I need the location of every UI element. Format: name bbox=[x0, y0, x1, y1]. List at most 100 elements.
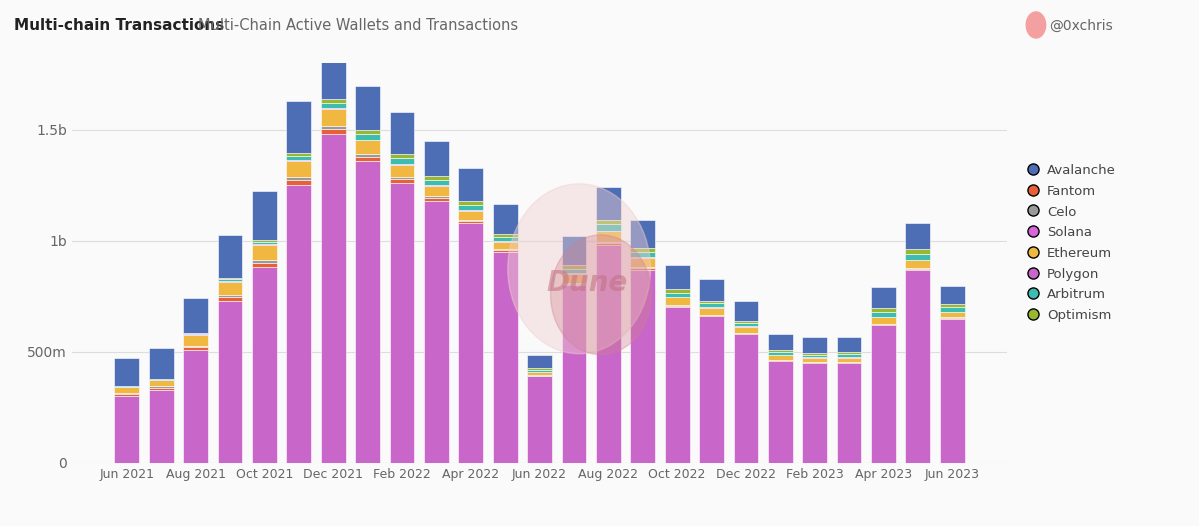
Bar bbox=[561, 269, 586, 274]
Bar bbox=[802, 352, 827, 355]
Bar bbox=[664, 292, 689, 297]
Bar bbox=[321, 45, 345, 99]
Bar bbox=[390, 179, 415, 183]
Bar bbox=[905, 268, 930, 269]
Bar bbox=[940, 319, 965, 463]
Bar bbox=[734, 333, 758, 334]
Bar bbox=[218, 278, 242, 279]
Bar bbox=[528, 372, 552, 375]
Bar bbox=[837, 354, 861, 357]
Bar bbox=[252, 240, 277, 241]
Bar bbox=[905, 249, 930, 254]
Bar bbox=[940, 304, 965, 307]
Bar bbox=[561, 265, 586, 269]
Bar bbox=[767, 351, 793, 355]
Bar bbox=[458, 223, 483, 463]
Bar bbox=[767, 355, 793, 360]
Bar bbox=[390, 158, 415, 164]
Text: Multi-chain Transactions: Multi-chain Transactions bbox=[14, 18, 224, 34]
Bar bbox=[872, 317, 896, 323]
Bar bbox=[424, 180, 448, 186]
Text: Multi-Chain Active Wallets and Transactions: Multi-Chain Active Wallets and Transacti… bbox=[198, 18, 518, 34]
Bar bbox=[424, 141, 448, 176]
Bar bbox=[183, 298, 207, 332]
Bar bbox=[252, 260, 277, 263]
Bar bbox=[390, 165, 415, 177]
Bar bbox=[631, 268, 655, 270]
Bar bbox=[183, 347, 207, 350]
Bar bbox=[734, 327, 758, 332]
Bar bbox=[596, 187, 621, 220]
Bar bbox=[218, 235, 242, 278]
Bar bbox=[424, 176, 448, 180]
Bar bbox=[493, 250, 518, 252]
Bar bbox=[183, 332, 207, 333]
Bar bbox=[561, 285, 586, 463]
Bar bbox=[940, 312, 965, 317]
Ellipse shape bbox=[507, 184, 650, 353]
Bar bbox=[183, 346, 207, 347]
Bar bbox=[458, 210, 483, 211]
Bar bbox=[767, 360, 793, 361]
Bar bbox=[218, 281, 242, 282]
Bar bbox=[528, 355, 552, 368]
Bar bbox=[699, 316, 724, 463]
Bar bbox=[287, 180, 312, 185]
Bar bbox=[734, 334, 758, 463]
Bar bbox=[905, 260, 930, 268]
Bar bbox=[734, 301, 758, 320]
Bar bbox=[218, 279, 242, 281]
Bar bbox=[218, 295, 242, 297]
Bar bbox=[458, 168, 483, 201]
Bar bbox=[183, 335, 207, 346]
Bar bbox=[390, 164, 415, 165]
Bar bbox=[149, 379, 174, 380]
Bar bbox=[802, 355, 827, 357]
Bar bbox=[183, 333, 207, 335]
Bar bbox=[631, 252, 655, 257]
Text: @0xchris: @0xchris bbox=[1049, 18, 1113, 33]
Bar bbox=[837, 358, 861, 362]
Bar bbox=[872, 308, 896, 312]
Bar bbox=[664, 306, 689, 307]
Bar bbox=[321, 109, 345, 126]
Bar bbox=[905, 269, 930, 270]
Bar bbox=[114, 387, 139, 393]
Bar bbox=[905, 223, 930, 249]
Bar bbox=[872, 323, 896, 325]
Bar bbox=[802, 362, 827, 363]
Text: Dune: Dune bbox=[547, 269, 628, 297]
Bar bbox=[355, 140, 380, 155]
Bar bbox=[390, 177, 415, 179]
Bar bbox=[872, 312, 896, 317]
Bar bbox=[561, 284, 586, 285]
Bar bbox=[114, 359, 139, 386]
Bar bbox=[905, 254, 930, 260]
Bar bbox=[596, 231, 621, 242]
Bar bbox=[149, 380, 174, 386]
Bar bbox=[940, 286, 965, 304]
Bar bbox=[940, 317, 965, 318]
Bar bbox=[321, 103, 345, 107]
Bar bbox=[287, 185, 312, 463]
Bar bbox=[493, 205, 518, 234]
Bar bbox=[872, 287, 896, 308]
Bar bbox=[940, 318, 965, 319]
Bar bbox=[355, 157, 380, 161]
Bar bbox=[664, 307, 689, 463]
Bar bbox=[287, 101, 312, 153]
Bar bbox=[561, 236, 586, 265]
Bar bbox=[321, 129, 345, 134]
Bar bbox=[631, 248, 655, 252]
Bar bbox=[631, 270, 655, 463]
Bar bbox=[528, 376, 552, 463]
Bar bbox=[355, 130, 380, 134]
Bar bbox=[734, 323, 758, 326]
Bar bbox=[837, 362, 861, 363]
Bar bbox=[837, 351, 861, 354]
Circle shape bbox=[1026, 12, 1046, 38]
Bar bbox=[114, 394, 139, 396]
Bar bbox=[252, 263, 277, 267]
Bar bbox=[390, 183, 415, 463]
Bar bbox=[802, 337, 827, 352]
